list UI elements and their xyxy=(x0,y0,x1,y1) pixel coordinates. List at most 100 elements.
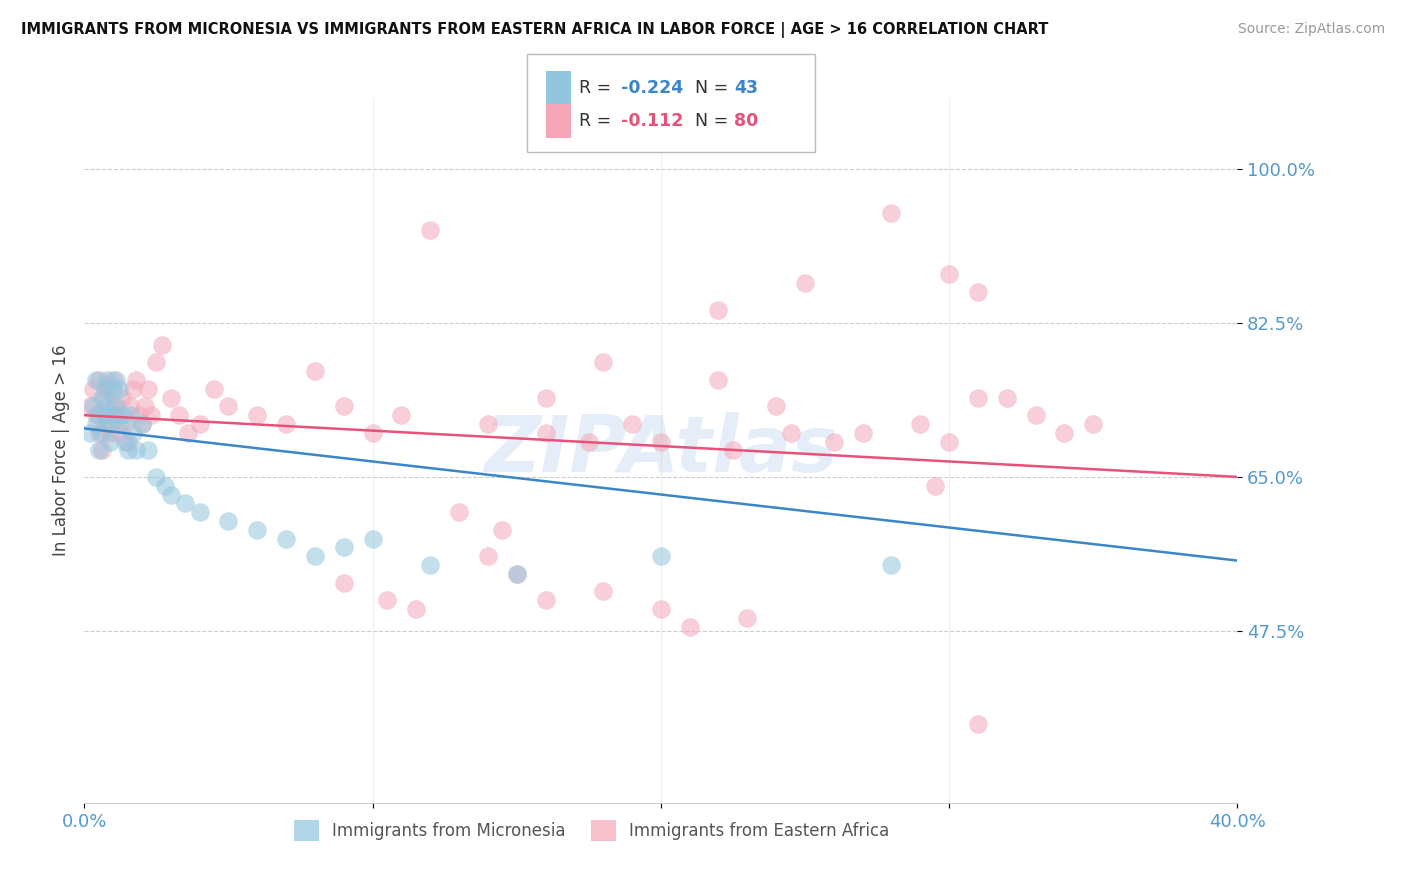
Point xyxy=(150,337,173,351)
Point xyxy=(174,496,197,510)
Point xyxy=(910,417,932,431)
Point xyxy=(333,400,356,414)
Text: N =: N = xyxy=(695,112,734,130)
Point xyxy=(304,364,326,378)
Point xyxy=(108,417,131,431)
Point xyxy=(477,549,499,564)
Point xyxy=(108,425,131,440)
Point xyxy=(506,566,529,581)
Point xyxy=(391,408,413,422)
Point xyxy=(188,505,211,519)
Point xyxy=(938,268,960,282)
Point xyxy=(679,619,702,633)
Point xyxy=(333,575,356,590)
Text: -0.224: -0.224 xyxy=(621,79,683,97)
Point xyxy=(136,443,159,458)
Point xyxy=(120,408,142,422)
Point xyxy=(96,373,118,387)
Point xyxy=(103,400,124,414)
Point xyxy=(578,434,600,449)
Point xyxy=(136,382,159,396)
Point xyxy=(650,602,672,616)
Point xyxy=(721,443,744,458)
Point xyxy=(375,593,398,607)
Point xyxy=(1083,417,1105,431)
Point xyxy=(98,434,121,449)
Point xyxy=(84,408,107,422)
Point xyxy=(96,382,118,396)
Point xyxy=(491,523,513,537)
Point xyxy=(160,391,183,405)
Point xyxy=(534,391,557,405)
Point xyxy=(246,523,269,537)
Point xyxy=(122,425,145,440)
Point xyxy=(87,408,110,422)
Point xyxy=(534,593,557,607)
Point xyxy=(111,408,134,422)
Point xyxy=(276,417,298,431)
Point xyxy=(650,549,672,564)
Text: R =: R = xyxy=(579,79,617,97)
Point xyxy=(737,611,759,625)
Text: IMMIGRANTS FROM MICRONESIA VS IMMIGRANTS FROM EASTERN AFRICA IN LABOR FORCE | AG: IMMIGRANTS FROM MICRONESIA VS IMMIGRANTS… xyxy=(21,22,1049,38)
Point xyxy=(96,408,118,422)
Point xyxy=(90,443,112,458)
Point xyxy=(139,408,162,422)
Point xyxy=(90,391,112,405)
Point xyxy=(880,205,903,219)
Point xyxy=(534,425,557,440)
Point xyxy=(103,373,124,387)
Point xyxy=(90,425,112,440)
Point xyxy=(105,400,128,414)
Point xyxy=(621,417,644,431)
Point xyxy=(103,382,124,396)
Point xyxy=(924,478,946,492)
Point xyxy=(276,532,298,546)
Point xyxy=(131,417,153,431)
Point xyxy=(93,391,115,405)
Point xyxy=(938,434,960,449)
Point xyxy=(108,382,131,396)
Point xyxy=(79,425,101,440)
Point xyxy=(105,373,128,387)
Point xyxy=(246,408,269,422)
Point xyxy=(114,434,136,449)
Point xyxy=(477,417,499,431)
Point xyxy=(87,425,110,440)
Point xyxy=(361,425,384,440)
Point xyxy=(134,400,156,414)
Text: -0.112: -0.112 xyxy=(621,112,683,130)
Point xyxy=(506,566,529,581)
Point xyxy=(153,478,176,492)
Point xyxy=(852,425,875,440)
Point xyxy=(707,373,730,387)
Point xyxy=(125,373,148,387)
Point xyxy=(79,400,101,414)
Point xyxy=(304,549,326,564)
Point xyxy=(111,391,134,405)
Point xyxy=(765,400,787,414)
Point xyxy=(131,417,153,431)
Point xyxy=(707,302,730,317)
Point xyxy=(361,532,384,546)
Point xyxy=(103,408,124,422)
Point xyxy=(84,417,107,431)
Point xyxy=(419,223,441,237)
Point xyxy=(333,541,356,555)
Point xyxy=(160,487,183,501)
Text: Source: ZipAtlas.com: Source: ZipAtlas.com xyxy=(1237,22,1385,37)
Point xyxy=(125,443,148,458)
Point xyxy=(93,408,115,422)
Point xyxy=(114,417,136,431)
Point xyxy=(967,391,990,405)
Point xyxy=(82,400,104,414)
Point xyxy=(823,434,845,449)
Point xyxy=(87,443,110,458)
Point xyxy=(592,355,614,369)
Point xyxy=(202,382,225,396)
Text: 80: 80 xyxy=(734,112,758,130)
Text: ZIPAtlas: ZIPAtlas xyxy=(484,412,838,489)
Point xyxy=(779,425,801,440)
Point xyxy=(117,434,139,449)
Point xyxy=(1025,408,1047,422)
